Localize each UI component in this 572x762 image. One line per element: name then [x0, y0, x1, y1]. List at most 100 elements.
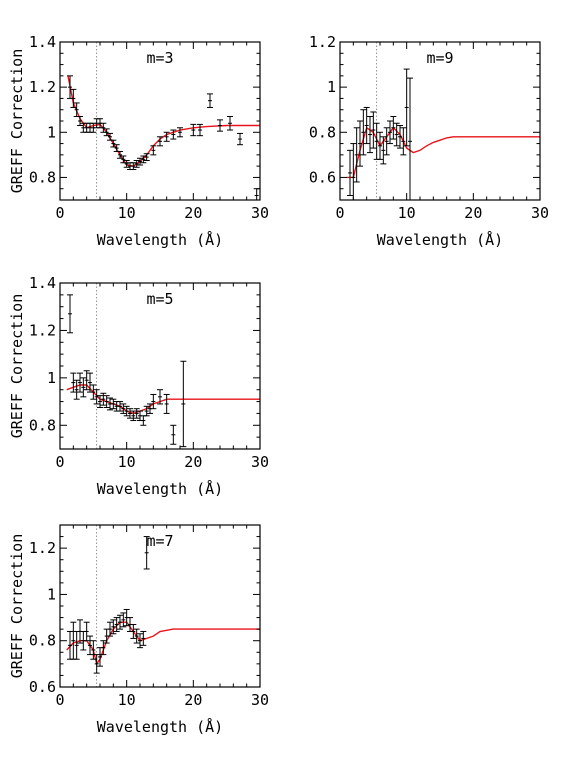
- x-tick-label: 10: [398, 204, 416, 222]
- data-point: [170, 424, 177, 445]
- y-axis-label: GREFF Correction: [8, 49, 26, 194]
- data-point: [133, 408, 140, 419]
- y-tick-label: 1: [327, 78, 336, 96]
- y-tick-label: 1.2: [29, 539, 56, 557]
- data-point: [163, 131, 170, 142]
- data-point: [207, 93, 213, 108]
- data-point: [217, 119, 223, 132]
- x-tick-label: 30: [251, 204, 269, 222]
- data-point: [67, 294, 73, 334]
- data-point: [110, 398, 117, 410]
- data-point: [197, 123, 203, 137]
- data-point: [70, 88, 77, 108]
- y-tick-label: 1.4: [29, 274, 56, 292]
- data-point: [403, 68, 410, 147]
- x-axis-label: Wavelength (Å): [377, 230, 503, 249]
- data-point: [90, 122, 97, 133]
- data-point: [227, 115, 233, 131]
- chart-panel-m5: 0 10 20 30 0.8 1 1.2 1.4 m=5 Wavelength (Å) GREFF …: [8, 274, 269, 498]
- data-point: [103, 128, 110, 137]
- x-axis-label: Wavelength (Å): [97, 479, 223, 498]
- data-point: [117, 150, 123, 159]
- data-point: [180, 360, 187, 448]
- y-axis-label: GREFF Correction: [8, 294, 26, 439]
- chart-panel-m7: 0 10 20 30 0.6 0.8 1 1.2 m=7 Wavelength (Å) GREFF …: [8, 524, 269, 736]
- model-curve: [66, 621, 260, 666]
- x-tick-label: 20: [184, 453, 202, 471]
- chart-panel-m9: 0 10 20 30 0.6 0.8 1 1.2 m=9 Wavelength (Å): [309, 33, 549, 249]
- x-tick-label: 30: [251, 453, 269, 471]
- data-point: [120, 155, 127, 164]
- data-point: [150, 145, 157, 156]
- x-tick-label: 0: [55, 204, 64, 222]
- panel-title: m=5: [146, 290, 173, 308]
- data-point: [380, 136, 387, 165]
- y-tick-label: 1: [47, 123, 56, 141]
- x-tick-label: 20: [184, 691, 202, 709]
- data-point: [177, 127, 183, 138]
- data-point: [137, 157, 143, 166]
- x-tick-label: 20: [464, 204, 482, 222]
- data-point: [67, 75, 73, 99]
- data-point: [163, 393, 170, 414]
- data-point: [143, 153, 150, 161]
- data-point: [130, 410, 137, 422]
- x-tick-label: 0: [55, 453, 64, 471]
- x-tick-label: 10: [118, 204, 136, 222]
- x-tick-label: 10: [118, 691, 136, 709]
- data-point: [83, 370, 90, 391]
- data-point: [360, 109, 367, 156]
- x-tick-label: 20: [184, 204, 202, 222]
- panel-title: m=9: [426, 49, 453, 67]
- data-point: [400, 127, 407, 156]
- data-points: [67, 294, 187, 448]
- data-point: [97, 395, 103, 408]
- data-point: [347, 149, 353, 196]
- data-point: [357, 120, 363, 167]
- data-point: [393, 122, 400, 147]
- data-points: [67, 75, 260, 200]
- data-point: [120, 612, 127, 628]
- y-axis-label: GREFF Correction: [8, 534, 26, 679]
- y-tick-label: 0.8: [29, 168, 56, 186]
- y-tick-label: 1.2: [309, 33, 336, 51]
- data-point: [80, 377, 87, 398]
- data-point: [107, 621, 113, 637]
- data-point: [123, 405, 130, 417]
- data-point: [77, 115, 83, 127]
- panel-title: m=3: [146, 49, 173, 67]
- data-point: [143, 536, 150, 570]
- data-point: [397, 125, 403, 149]
- data-point: [140, 630, 147, 646]
- x-tick-label: 30: [251, 691, 269, 709]
- data-point: [90, 384, 97, 400]
- data-point: [133, 628, 140, 644]
- data-point: [127, 408, 133, 419]
- y-tick-label: 1: [47, 369, 56, 387]
- data-point: [383, 127, 390, 156]
- data-point: [83, 621, 90, 642]
- y-tick-label: 0.6: [309, 168, 336, 186]
- data-point: [140, 155, 147, 164]
- data-point: [367, 115, 373, 154]
- data-point: [73, 630, 80, 660]
- data-point: [90, 640, 97, 660]
- data-point: [67, 630, 73, 660]
- y-tick-label: 1.2: [29, 321, 56, 339]
- y-tick-label: 1.4: [29, 33, 56, 51]
- data-point: [87, 635, 93, 656]
- x-tick-label: 10: [118, 453, 136, 471]
- data-point: [93, 654, 100, 674]
- data-point: [407, 77, 413, 200]
- data-point: [113, 617, 120, 632]
- data-point: [70, 372, 77, 393]
- data-point: [350, 143, 357, 200]
- data-point: [237, 132, 243, 146]
- y-tick-label: 0.8: [309, 123, 336, 141]
- data-point: [387, 120, 393, 145]
- data-point: [73, 379, 80, 400]
- data-point: [363, 106, 370, 145]
- data-point: [373, 122, 380, 160]
- data-points: [67, 536, 150, 674]
